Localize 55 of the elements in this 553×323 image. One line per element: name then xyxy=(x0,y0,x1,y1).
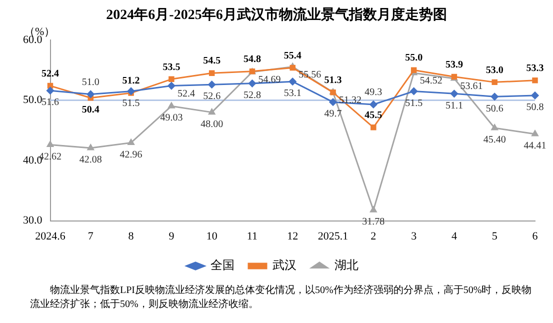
data-label: 51.1 xyxy=(445,100,463,112)
data-label: 54.52 xyxy=(420,76,442,87)
data-label: 42.08 xyxy=(79,154,102,166)
data-label: 51.5 xyxy=(405,98,423,109)
x-tick-label: 12 xyxy=(287,230,298,242)
data-label: 49.03 xyxy=(160,112,183,124)
x-tick-label: 3 xyxy=(411,230,418,242)
legend-label: 全国 xyxy=(210,258,234,272)
data-label: 48.00 xyxy=(200,118,224,130)
x-tick-label: 2 xyxy=(370,230,376,242)
data-label: 53.61 xyxy=(460,81,483,92)
data-label: 50.8 xyxy=(526,102,544,114)
data-label: 51.6 xyxy=(42,97,59,108)
data-label: 55.0 xyxy=(405,52,423,64)
x-tick-label: 5 xyxy=(492,230,498,242)
data-label: 53.3 xyxy=(526,62,544,74)
data-label: 42.96 xyxy=(120,149,142,160)
data-label: 52.8 xyxy=(243,90,261,102)
data-label: 51.0 xyxy=(82,76,100,88)
data-label: 53.0 xyxy=(486,64,504,76)
data-label: 45.5 xyxy=(364,110,382,121)
data-label: 53.1 xyxy=(284,88,302,100)
data-label: 44.41 xyxy=(524,140,546,152)
data-label: 31.78 xyxy=(362,216,385,228)
data-label: 50.6 xyxy=(486,103,504,114)
x-tick-label: 9 xyxy=(168,230,175,242)
legend-label: 武汉 xyxy=(272,258,296,272)
x-tick-label: 10 xyxy=(206,230,218,242)
x-tick-label: 8 xyxy=(128,230,134,242)
data-label: 51.3 xyxy=(324,75,342,86)
data-label: 49.3 xyxy=(364,87,382,98)
y-tick-label: 30.0 xyxy=(23,214,43,227)
x-tick-label: 2024.6 xyxy=(35,230,66,242)
data-label: 49.7 xyxy=(324,108,342,120)
data-label: 55.4 xyxy=(284,50,302,62)
data-label: 53.5 xyxy=(162,62,180,73)
data-label: 52.6 xyxy=(203,91,221,102)
text: 物流业景气指数LPI反映物流业经济发展的总体变化情况，以50%作为经济强弱的分界点，高于50%时，反映物流业经济扩张；低于50%，则反映物流业经济收缩。 xyxy=(30,284,533,312)
data-label: 52.4 xyxy=(177,88,195,100)
y-tick-label: 50.0 xyxy=(23,94,43,106)
x-tick-label: 7 xyxy=(88,230,94,242)
data-label: 52.4 xyxy=(42,68,59,80)
chart-title: 2024年6月-2025年6月武汉市物流业景气指数月度走势图 xyxy=(105,6,448,24)
data-label: 54.5 xyxy=(203,56,221,67)
x-tick-label: 6 xyxy=(532,230,538,242)
data-label: 45.40 xyxy=(483,134,506,146)
data-label: 51.2 xyxy=(122,76,140,87)
data-label: 50.4 xyxy=(82,104,100,116)
data-label: 54.8 xyxy=(243,54,261,65)
data-label: 53.9 xyxy=(445,59,463,70)
x-tick-label: 2025.1 xyxy=(318,230,348,242)
legend-label: 湖北 xyxy=(334,258,358,272)
x-tick-label: 4 xyxy=(451,230,458,242)
x-tick-label: 11 xyxy=(246,230,258,242)
data-label: 51.5 xyxy=(122,98,140,109)
